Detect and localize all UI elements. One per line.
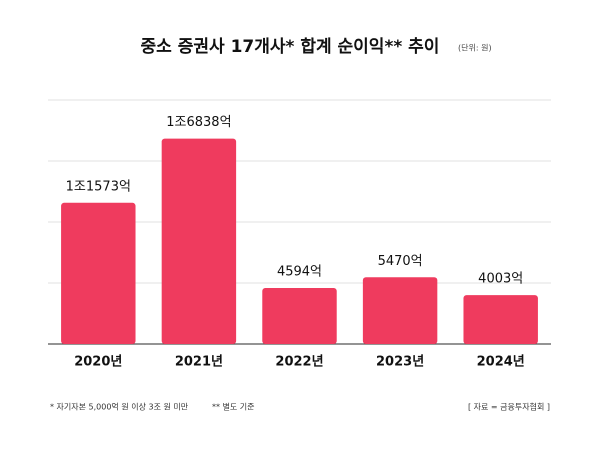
bar	[161, 138, 237, 344]
chart-subtitle: (단위: 원)	[458, 43, 492, 53]
bar	[362, 277, 438, 344]
bar	[262, 287, 337, 344]
footnote: * 자기자본 5,000억 원 이상 3조 원 미만	[50, 402, 189, 412]
bar	[61, 202, 136, 344]
value-label: 4594억	[277, 264, 322, 279]
x-tick-label: 2024년	[477, 355, 525, 370]
x-tick-label: 2023년	[376, 355, 424, 370]
source: [ 자료 = 금융투자협회 ]	[468, 402, 550, 412]
bar	[463, 295, 538, 344]
value-label: 1조6838억	[166, 115, 231, 130]
x-tick-label: 2022년	[275, 355, 323, 370]
value-label: 1조1573억	[66, 179, 131, 194]
chart-title: 중소 증권사 17개사* 합계 순이익** 추이	[141, 36, 440, 57]
footnote: ** 별도 기준	[212, 402, 255, 412]
x-tick-label: 2020년	[74, 355, 122, 370]
value-label: 5470억	[378, 254, 423, 269]
value-label: 4003억	[478, 272, 523, 287]
x-tick-label: 2021년	[175, 355, 223, 370]
